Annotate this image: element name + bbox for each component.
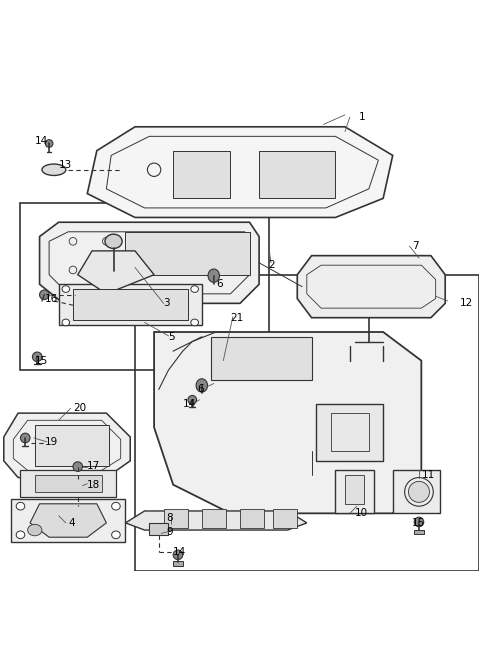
Bar	[202, 509, 226, 528]
Polygon shape	[4, 413, 130, 477]
Polygon shape	[211, 337, 312, 380]
Polygon shape	[125, 511, 307, 530]
Ellipse shape	[112, 503, 120, 510]
Text: 11: 11	[421, 470, 434, 480]
Text: 10: 10	[355, 509, 368, 519]
Text: 6: 6	[216, 280, 223, 290]
Ellipse shape	[105, 234, 122, 248]
Ellipse shape	[39, 290, 49, 299]
Bar	[393, 470, 441, 513]
Ellipse shape	[62, 286, 70, 292]
Text: 19: 19	[44, 437, 58, 447]
Polygon shape	[125, 232, 250, 275]
Bar	[316, 404, 383, 461]
Bar	[164, 509, 188, 528]
Text: 14: 14	[35, 136, 48, 146]
Polygon shape	[11, 499, 125, 542]
Ellipse shape	[28, 525, 42, 536]
Text: 15: 15	[35, 356, 48, 366]
Ellipse shape	[33, 352, 42, 362]
Bar	[35, 425, 109, 465]
Ellipse shape	[408, 481, 430, 503]
Ellipse shape	[191, 286, 199, 292]
Bar	[173, 151, 230, 199]
Ellipse shape	[16, 531, 25, 539]
Text: 13: 13	[59, 160, 72, 170]
Text: 7: 7	[412, 241, 419, 251]
Text: 8: 8	[167, 513, 173, 523]
Ellipse shape	[112, 531, 120, 539]
Ellipse shape	[188, 396, 197, 404]
Text: 16: 16	[44, 293, 58, 303]
Text: 5: 5	[168, 332, 175, 342]
Polygon shape	[30, 504, 107, 537]
Text: 18: 18	[87, 479, 100, 490]
Ellipse shape	[73, 461, 83, 471]
Polygon shape	[39, 222, 259, 303]
Bar	[240, 509, 264, 528]
Bar	[21, 203, 269, 370]
Ellipse shape	[208, 269, 219, 282]
Polygon shape	[154, 332, 421, 513]
Bar	[414, 530, 424, 535]
Text: 6: 6	[197, 384, 204, 394]
Ellipse shape	[191, 319, 199, 326]
Bar	[259, 151, 336, 199]
Bar	[59, 284, 202, 325]
Ellipse shape	[45, 139, 53, 147]
Polygon shape	[78, 251, 154, 294]
Bar	[173, 561, 183, 566]
Text: 1: 1	[360, 112, 366, 122]
Text: 21: 21	[230, 313, 244, 323]
Ellipse shape	[414, 517, 424, 527]
Polygon shape	[87, 127, 393, 218]
Text: 2: 2	[269, 260, 275, 270]
Polygon shape	[297, 256, 445, 317]
Text: 4: 4	[68, 518, 75, 528]
Text: 15: 15	[412, 518, 425, 528]
Text: 17: 17	[87, 461, 100, 471]
Text: 14: 14	[173, 546, 186, 556]
Text: 3: 3	[164, 298, 170, 308]
Ellipse shape	[21, 433, 30, 443]
Bar	[135, 275, 479, 570]
Ellipse shape	[62, 319, 70, 326]
Bar	[149, 523, 168, 535]
Bar	[73, 289, 188, 320]
Ellipse shape	[16, 503, 25, 510]
Text: 20: 20	[73, 403, 86, 414]
Bar	[274, 509, 297, 528]
Text: 14: 14	[183, 398, 196, 408]
Bar	[35, 475, 102, 492]
Ellipse shape	[173, 550, 183, 560]
Bar	[336, 470, 373, 513]
Bar	[331, 413, 369, 452]
Text: 12: 12	[459, 298, 473, 308]
Bar	[21, 470, 116, 497]
Ellipse shape	[42, 164, 66, 175]
Ellipse shape	[196, 378, 207, 392]
Bar	[345, 475, 364, 504]
Text: 9: 9	[167, 527, 173, 537]
